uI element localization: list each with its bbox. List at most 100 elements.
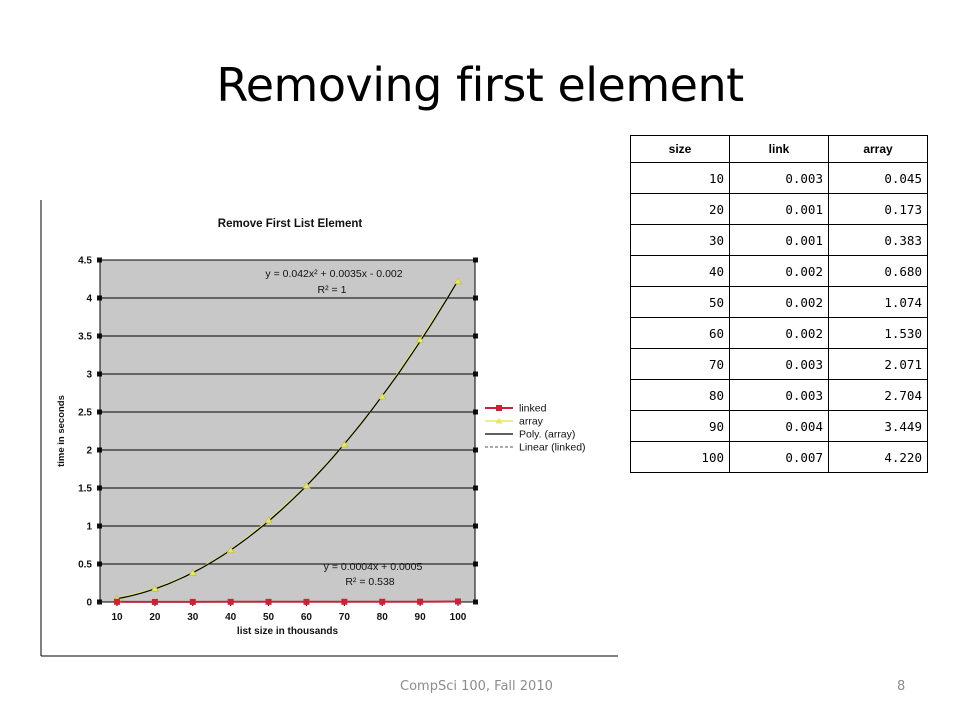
table-row: 100 0.007 4.220 <box>630 441 928 473</box>
trendline-r-squared: R² = 1 <box>318 284 347 296</box>
trendline-poly-array <box>116 280 459 600</box>
point-linked <box>379 598 386 605</box>
table-header-row: size link array <box>630 135 928 163</box>
cell-link: 0.001 <box>729 224 829 256</box>
x-tick-label: 40 <box>225 612 237 623</box>
remove-first-chart: Remove First List Element 0 0.5 1 1.5 2 2.5 3 3… <box>40 200 618 657</box>
table-row: 20 0.001 0.173 <box>630 193 928 225</box>
chart-container: Remove First List Element 0 0.5 1 1.5 2 2.5 3 3… <box>40 200 620 658</box>
trendline-equation: y = 0.042x² + 0.0035x - 0.002 <box>265 268 402 280</box>
point-array <box>264 516 273 524</box>
table-row: 50 0.002 1.074 <box>630 286 928 318</box>
footer-course: CompSci 100, Fall 2010 <box>400 679 553 694</box>
cell-size: 60 <box>630 317 730 349</box>
point-linked <box>151 598 158 605</box>
x-tick-label: 90 <box>415 612 427 623</box>
point-array <box>340 440 349 448</box>
x-tick-label: 70 <box>339 612 351 623</box>
cell-size: 90 <box>630 410 730 442</box>
cell-link: 0.004 <box>729 410 829 442</box>
cell-link: 0.002 <box>729 317 829 349</box>
cell-array: 2.704 <box>828 379 928 411</box>
point-linked <box>455 598 461 605</box>
legend-label: linked <box>519 403 547 415</box>
x-tick-label: 30 <box>187 612 199 623</box>
cell-size: 30 <box>630 224 730 256</box>
table-row: 90 0.004 3.449 <box>630 410 928 442</box>
cell-array: 0.383 <box>828 224 928 256</box>
x-tick-label: 80 <box>377 612 389 623</box>
point-linked <box>417 598 424 605</box>
cell-array: 2.071 <box>828 348 928 380</box>
point-linked <box>227 598 234 605</box>
y-tick-label: 2.5 <box>78 408 92 419</box>
table-row: 70 0.003 2.071 <box>630 348 928 380</box>
cell-link: 0.002 <box>729 255 829 287</box>
x-tick-label: 10 <box>111 612 123 623</box>
header-link: link <box>729 135 829 163</box>
y-tick-label: 4.5 <box>78 256 92 267</box>
table-row: 60 0.002 1.530 <box>630 317 928 349</box>
legend-label: Linear (linked) <box>519 442 586 454</box>
point-array <box>226 546 235 554</box>
x-tick-label: 50 <box>263 612 275 623</box>
trendline-equation: y = 0.0004x + 0.0005 <box>324 561 423 573</box>
table-row: 80 0.003 2.704 <box>630 379 928 411</box>
cell-size: 50 <box>630 286 730 318</box>
cell-size: 80 <box>630 379 730 411</box>
cell-array: 3.449 <box>828 410 928 442</box>
cell-link: 0.003 <box>729 162 829 194</box>
cell-array: 1.074 <box>828 286 928 318</box>
point-linked <box>114 598 120 605</box>
point-array <box>150 584 159 592</box>
point-linked <box>303 598 310 605</box>
cell-array: 0.173 <box>828 193 928 225</box>
point-array <box>302 481 311 489</box>
cell-array: 0.680 <box>828 255 928 287</box>
x-tick-label: 60 <box>301 612 313 623</box>
cell-size: 100 <box>630 441 730 473</box>
header-size: size <box>630 135 730 163</box>
cell-link: 0.002 <box>729 286 829 318</box>
y-axis-label: time in seconds <box>56 395 67 467</box>
header-array: array <box>828 135 928 163</box>
legend-marker-linked <box>496 405 502 411</box>
x-tick-label: 20 <box>149 612 161 623</box>
plot-area <box>100 260 475 602</box>
cell-link: 0.007 <box>729 441 829 473</box>
y-tick-label: 1 <box>86 522 92 533</box>
cell-array: 0.045 <box>828 162 928 194</box>
x-tick-label: 100 <box>450 612 467 623</box>
cell-size: 10 <box>630 162 730 194</box>
y-tick-label: 3.5 <box>78 332 92 343</box>
y-tick-label: 0 <box>86 598 92 609</box>
table-row: 10 0.003 0.045 <box>630 162 928 194</box>
page-number: 8 <box>897 679 906 694</box>
cell-link: 0.003 <box>729 348 829 380</box>
table-row: 30 0.001 0.383 <box>630 224 928 256</box>
y-tick-label: 3 <box>86 370 92 381</box>
slide-title: Removing first element <box>216 58 744 112</box>
point-linked <box>265 598 272 605</box>
y-tick-label: 2 <box>86 446 92 457</box>
cell-size: 70 <box>630 348 730 380</box>
y-tick-label: 4 <box>86 294 92 305</box>
y-tick-label: 1.5 <box>78 484 92 495</box>
trendline-r-squared: R² = 0.538 <box>345 576 394 588</box>
y-tick-label: 0.5 <box>78 560 92 571</box>
point-array <box>378 392 387 400</box>
table-row: 40 0.002 0.680 <box>630 255 928 287</box>
legend-label: array <box>519 416 544 428</box>
point-linked <box>189 598 196 605</box>
chart-title: Remove First List Element <box>218 218 363 230</box>
cell-size: 40 <box>630 255 730 287</box>
point-linked <box>341 598 348 605</box>
point-array <box>416 335 425 343</box>
cell-link: 0.001 <box>729 193 829 225</box>
point-array <box>453 277 463 285</box>
results-table: size link array 10 0.003 0.045 20 0.001 0.173… <box>630 135 928 473</box>
legend-marker-array <box>495 417 503 424</box>
point-array <box>188 568 197 576</box>
cell-link: 0.003 <box>729 379 829 411</box>
